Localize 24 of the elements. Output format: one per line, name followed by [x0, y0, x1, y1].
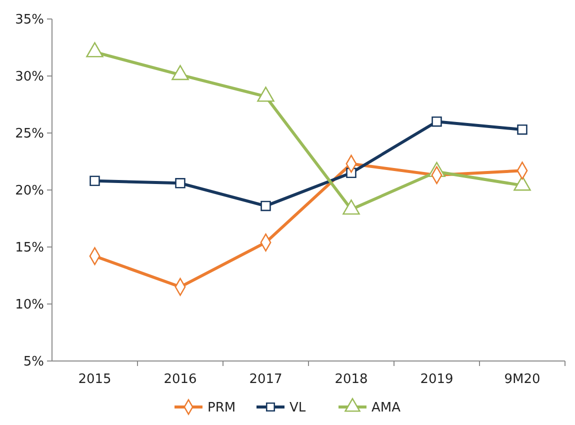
y-tick-label: 10%: [15, 298, 44, 313]
point: [432, 116, 442, 127]
x-tick-label: 2019: [420, 372, 454, 387]
x-tick-label: 2018: [334, 372, 368, 387]
y-tick-label: 15%: [15, 240, 44, 256]
point: [517, 124, 528, 135]
x-tick-label: 2016: [164, 372, 197, 387]
y-tick-label: 20%: [15, 184, 44, 199]
y-tick-label: 30%: [15, 70, 44, 85]
y-tick-label: 35%: [15, 12, 44, 28]
x-tick-label: 2017: [249, 372, 282, 387]
point: [260, 200, 271, 212]
x-tick-label: 2015: [78, 372, 112, 387]
y-tick-label: 25%: [15, 126, 44, 142]
point: [90, 176, 100, 186]
point: [86, 42, 104, 58]
x-tick-label: 9M20: [504, 372, 540, 387]
legend-label: PRM: [208, 400, 236, 416]
legend-label: VL: [290, 400, 306, 416]
point: [172, 65, 189, 80]
point: [175, 178, 186, 188]
point: [257, 86, 274, 102]
y-tick-label: 5%: [23, 354, 44, 370]
legend-label: AMA: [372, 400, 401, 416]
